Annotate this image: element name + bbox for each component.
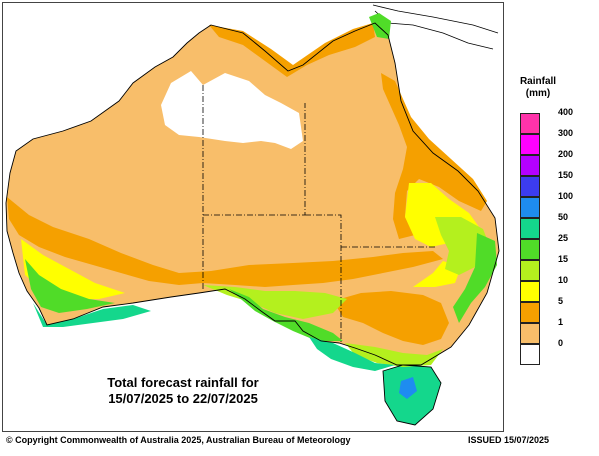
legend-row: 5	[512, 296, 596, 323]
legend-tick-label: 5	[558, 296, 564, 306]
legend-tick-label: 50	[558, 212, 569, 222]
legend-tick-label: 300	[558, 128, 574, 138]
legend-tick-label: 1	[558, 317, 564, 327]
legend-tick-label: 25	[558, 233, 569, 243]
legend-title: Rainfall (mm)	[512, 76, 564, 100]
legend-swatch	[520, 260, 540, 281]
legend-row: 10	[512, 275, 596, 302]
rain-zone-25mm	[25, 13, 497, 341]
rain-zone-5mm-east	[381, 73, 487, 239]
legend-tick-label: 100	[558, 191, 574, 201]
legend-swatch	[520, 302, 540, 323]
legend-swatch	[520, 218, 540, 239]
legend-tick-label: 0	[558, 338, 564, 348]
legend-title-line-1: Rainfall	[519, 76, 557, 87]
legend-swatch	[520, 176, 540, 197]
legend-row: 50	[512, 212, 596, 239]
legend-swatch	[520, 239, 540, 260]
rain-zone-50mm-sw	[33, 303, 151, 327]
legend-row: 150	[512, 170, 596, 197]
legend-row: 0	[512, 338, 596, 365]
legend-row: 100	[512, 191, 596, 218]
legend-swatch	[520, 155, 540, 176]
rain-zone-5mm-se	[333, 291, 449, 345]
state-borders	[202, 85, 435, 343]
legend-row: 15	[512, 254, 596, 281]
rain-zone-10mm	[21, 183, 479, 299]
legend-title-line-2: (mm)	[525, 88, 551, 99]
issued-date: ISSUED 15/07/2025	[468, 435, 550, 445]
rainfall-map: Total forecast rainfall for 15/07/2025 t…	[2, 2, 504, 432]
legend-tick-label: 15	[558, 254, 569, 264]
legend-swatch	[520, 113, 540, 134]
legend-tick-label: 150	[558, 170, 574, 180]
legend-row: 400	[512, 107, 596, 134]
caption-line-1: Total forecast rainfall for	[107, 375, 259, 390]
coastline	[5, 22, 500, 366]
legend-swatch	[520, 323, 540, 344]
rain-zone-5mm-west	[7, 197, 443, 287]
caption-line-2: 15/07/2025 to 22/07/2025	[108, 391, 258, 406]
legend-swatch	[520, 344, 540, 365]
rainfall-legend: Rainfall (mm) 400 300 200 150 100 50 25 15 10 5 1 0	[512, 76, 596, 365]
copyright-notice: © Copyright Commonwealth of Australia 20…	[6, 435, 351, 445]
legend-tick-label: 10	[558, 275, 569, 285]
map-canvas	[5, 4, 500, 426]
legend-tick-label: 200	[558, 149, 574, 159]
rain-zone-0mm	[161, 71, 303, 149]
rain-zone-15mm	[203, 217, 491, 367]
legend-scale: 400 300 200 150 100 50 25 15 10 5 1 0	[512, 107, 596, 365]
legend-swatch	[520, 281, 540, 302]
new-guinea-outline	[372, 4, 499, 50]
rain-zone-100mm	[399, 377, 417, 399]
legend-row: 1	[512, 317, 596, 344]
legend-swatch	[520, 197, 540, 218]
rain-zone-50mm-se	[309, 337, 395, 371]
rain-zone-5mm-north	[209, 23, 375, 77]
legend-row: 25	[512, 233, 596, 260]
rain-zone-1mm	[6, 23, 499, 365]
legend-row: 300	[512, 128, 596, 155]
legend-row: 200	[512, 149, 596, 176]
map-caption: Total forecast rainfall for 15/07/2025 t…	[3, 375, 363, 407]
legend-swatch	[520, 134, 540, 155]
legend-tick-label: 400	[558, 107, 574, 117]
tasmania-coastline	[382, 364, 442, 426]
